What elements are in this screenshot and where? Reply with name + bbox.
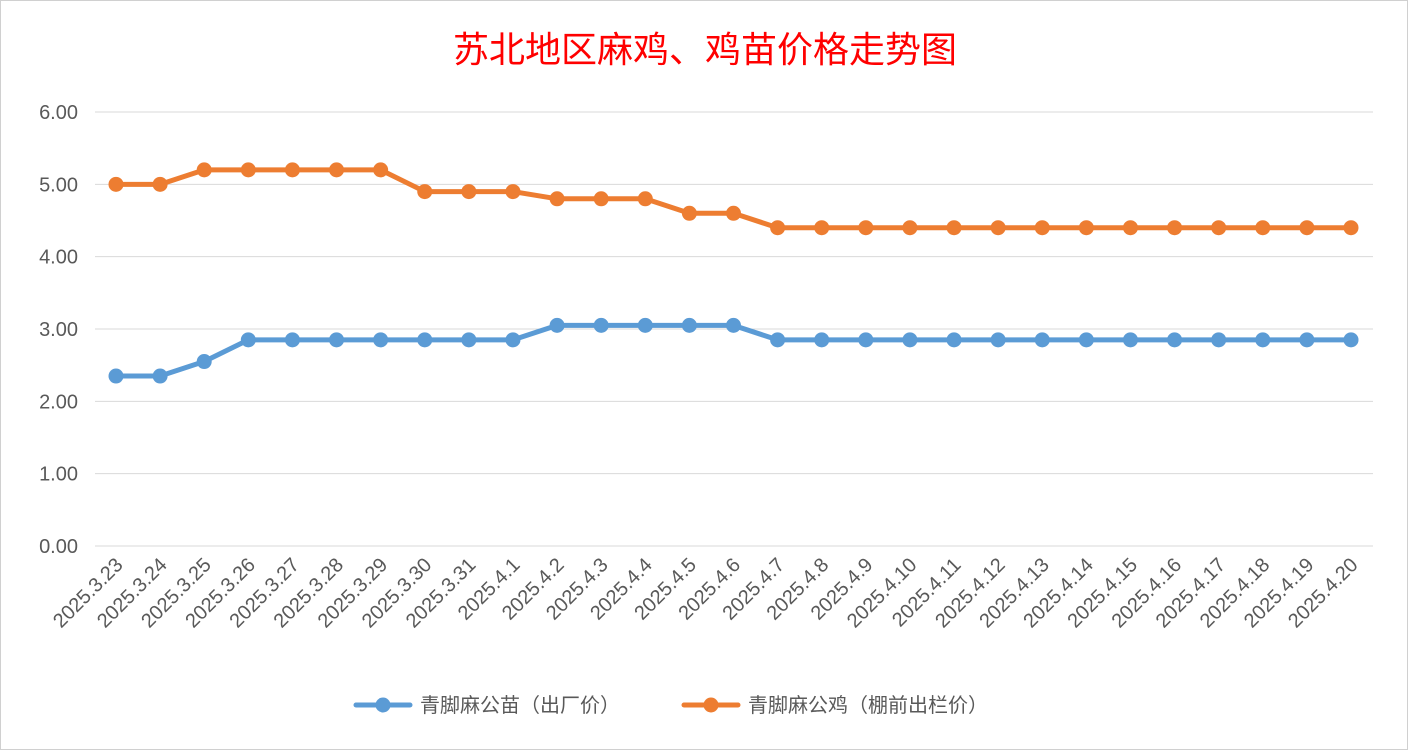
data-point <box>108 176 124 192</box>
data-point <box>990 332 1006 348</box>
y-tick-label: 5.00 <box>39 174 78 196</box>
legend-item: 青脚麻公鸡（棚前出栏价） <box>681 693 988 717</box>
data-point <box>902 332 918 348</box>
x-axis-ticks: 2025.3.232025.3.242025.3.252025.3.262025… <box>49 554 1362 632</box>
data-point <box>1078 332 1094 348</box>
chart-title: 苏北地区麻鸡、鸡苗价格走势图 <box>453 30 957 71</box>
data-point <box>681 205 697 221</box>
data-point <box>549 191 565 207</box>
data-point <box>461 332 477 348</box>
data-point <box>284 332 300 348</box>
data-point <box>858 220 874 236</box>
data-point <box>505 332 521 348</box>
data-point <box>946 220 962 236</box>
data-point <box>770 220 786 236</box>
y-axis-ticks: 0.00 1.00 2.00 3.00 4.00 5.00 6.00 <box>39 102 78 558</box>
y-tick-label: 4.00 <box>39 247 78 269</box>
data-point <box>593 191 609 207</box>
y-tick-label: 6.00 <box>39 102 78 124</box>
series-2 <box>108 162 1359 236</box>
data-point <box>1299 332 1315 348</box>
data-point <box>1078 220 1094 236</box>
data-point <box>1343 220 1359 236</box>
data-point <box>284 162 300 178</box>
legend-label: 青脚麻公苗（出厂价） <box>420 693 620 717</box>
data-point <box>902 220 918 236</box>
data-point <box>814 332 830 348</box>
series-line <box>113 322 1354 379</box>
data-point <box>681 317 697 333</box>
y-tick-label: 1.00 <box>39 464 78 486</box>
data-point <box>726 317 741 333</box>
data-point <box>373 332 389 348</box>
legend: 青脚麻公苗（出厂价） 青脚麻公鸡（棚前出栏价） <box>353 693 988 717</box>
data-point <box>726 205 741 221</box>
data-point <box>1255 332 1271 348</box>
data-point <box>505 184 521 200</box>
data-point <box>1034 220 1050 236</box>
data-point <box>196 162 212 178</box>
legend-label: 青脚麻公鸡（棚前出栏价） <box>748 693 988 717</box>
data-point <box>990 220 1006 236</box>
data-point <box>637 317 653 333</box>
data-point <box>1167 332 1183 348</box>
gridlines <box>95 111 1373 547</box>
data-point <box>1034 332 1050 348</box>
data-point <box>417 184 433 200</box>
data-point <box>1343 332 1359 348</box>
data-point <box>1167 220 1183 236</box>
data-point <box>152 176 168 192</box>
data-point <box>152 368 168 384</box>
data-point <box>240 162 256 178</box>
data-point <box>461 184 477 200</box>
data-point <box>1211 220 1227 236</box>
data-point <box>593 317 609 333</box>
legend-swatch-marker <box>703 697 719 713</box>
series-1 <box>108 317 1359 384</box>
data-point <box>770 332 786 348</box>
data-point <box>196 354 212 370</box>
data-point <box>814 220 830 236</box>
legend-item: 青脚麻公苗（出厂价） <box>353 693 620 717</box>
y-tick-label: 0.00 <box>39 536 78 558</box>
data-point <box>417 332 433 348</box>
data-point <box>1211 332 1227 348</box>
y-tick-label: 3.00 <box>39 319 78 341</box>
data-point <box>108 368 124 384</box>
data-point <box>329 332 345 348</box>
data-point <box>549 317 565 333</box>
series-group <box>108 162 1359 384</box>
legend-swatch-marker <box>375 697 391 713</box>
data-point <box>1122 220 1138 236</box>
data-point <box>1255 220 1271 236</box>
data-point <box>858 332 874 348</box>
data-point <box>240 332 256 348</box>
y-tick-label: 2.00 <box>39 391 78 413</box>
data-point <box>637 191 653 207</box>
data-point <box>946 332 962 348</box>
data-point <box>329 162 345 178</box>
data-point <box>1122 332 1138 348</box>
data-point <box>373 162 389 178</box>
data-point <box>1299 220 1315 236</box>
